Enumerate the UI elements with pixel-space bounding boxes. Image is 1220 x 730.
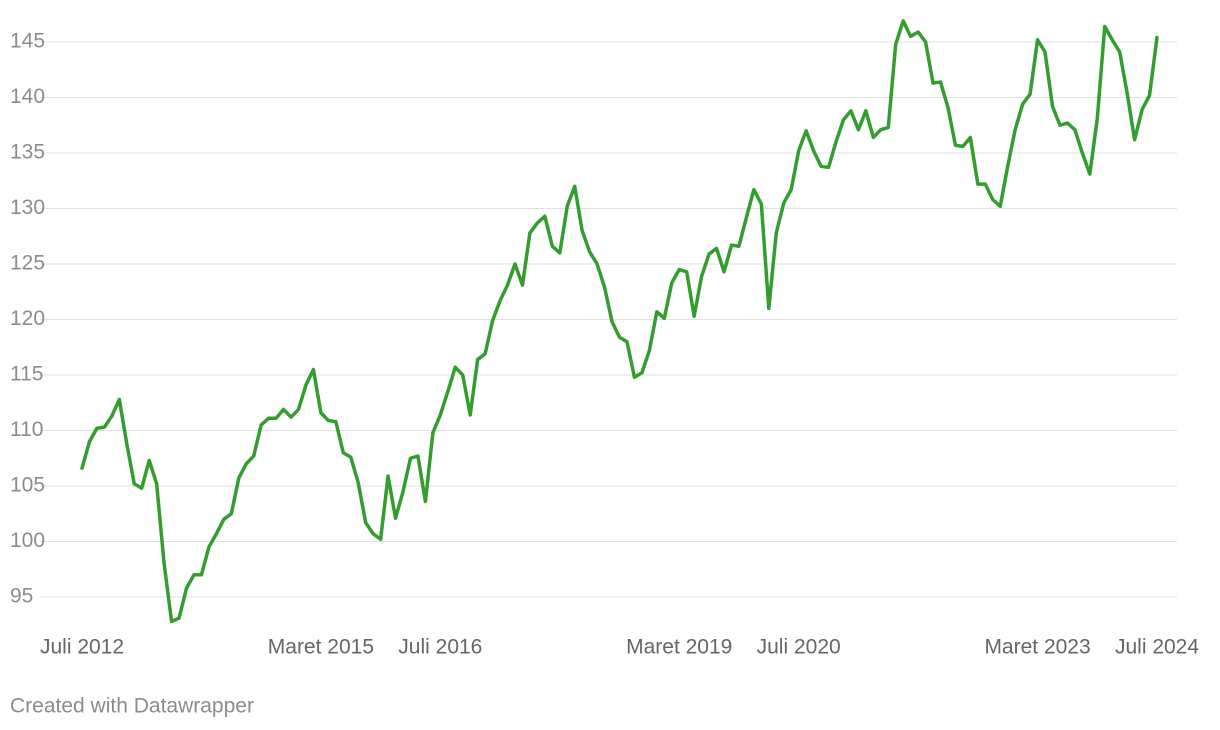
y-tick-label: 105 — [10, 474, 45, 497]
y-tick-label: 135 — [10, 141, 45, 164]
footer: Created with Datawrapper — [10, 695, 254, 718]
y-tick-label: 100 — [10, 529, 45, 552]
line — [80, 19, 1159, 624]
y-tick-label: 95 — [10, 585, 33, 608]
x-tick-label: Maret 2023 — [984, 636, 1090, 659]
y-tick-label: 120 — [10, 307, 45, 330]
x-tick-label: Juli 2020 — [757, 636, 841, 659]
x-tick-label: Juli 2024 — [1115, 636, 1199, 659]
x-tick-label: Maret 2019 — [626, 636, 732, 659]
y-tick-label: 125 — [10, 252, 45, 275]
y-tick-label: 130 — [10, 196, 45, 219]
x-tick-label: Juli 2012 — [40, 636, 124, 659]
x-tick-label: Maret 2015 — [268, 636, 374, 659]
y-tick-label: 115 — [10, 363, 43, 386]
y-tick-label: 110 — [10, 418, 43, 441]
y-tick-label: 140 — [10, 85, 45, 108]
y-tick-label: 145 — [10, 30, 45, 53]
x-tick-label: Juli 2016 — [398, 636, 482, 659]
